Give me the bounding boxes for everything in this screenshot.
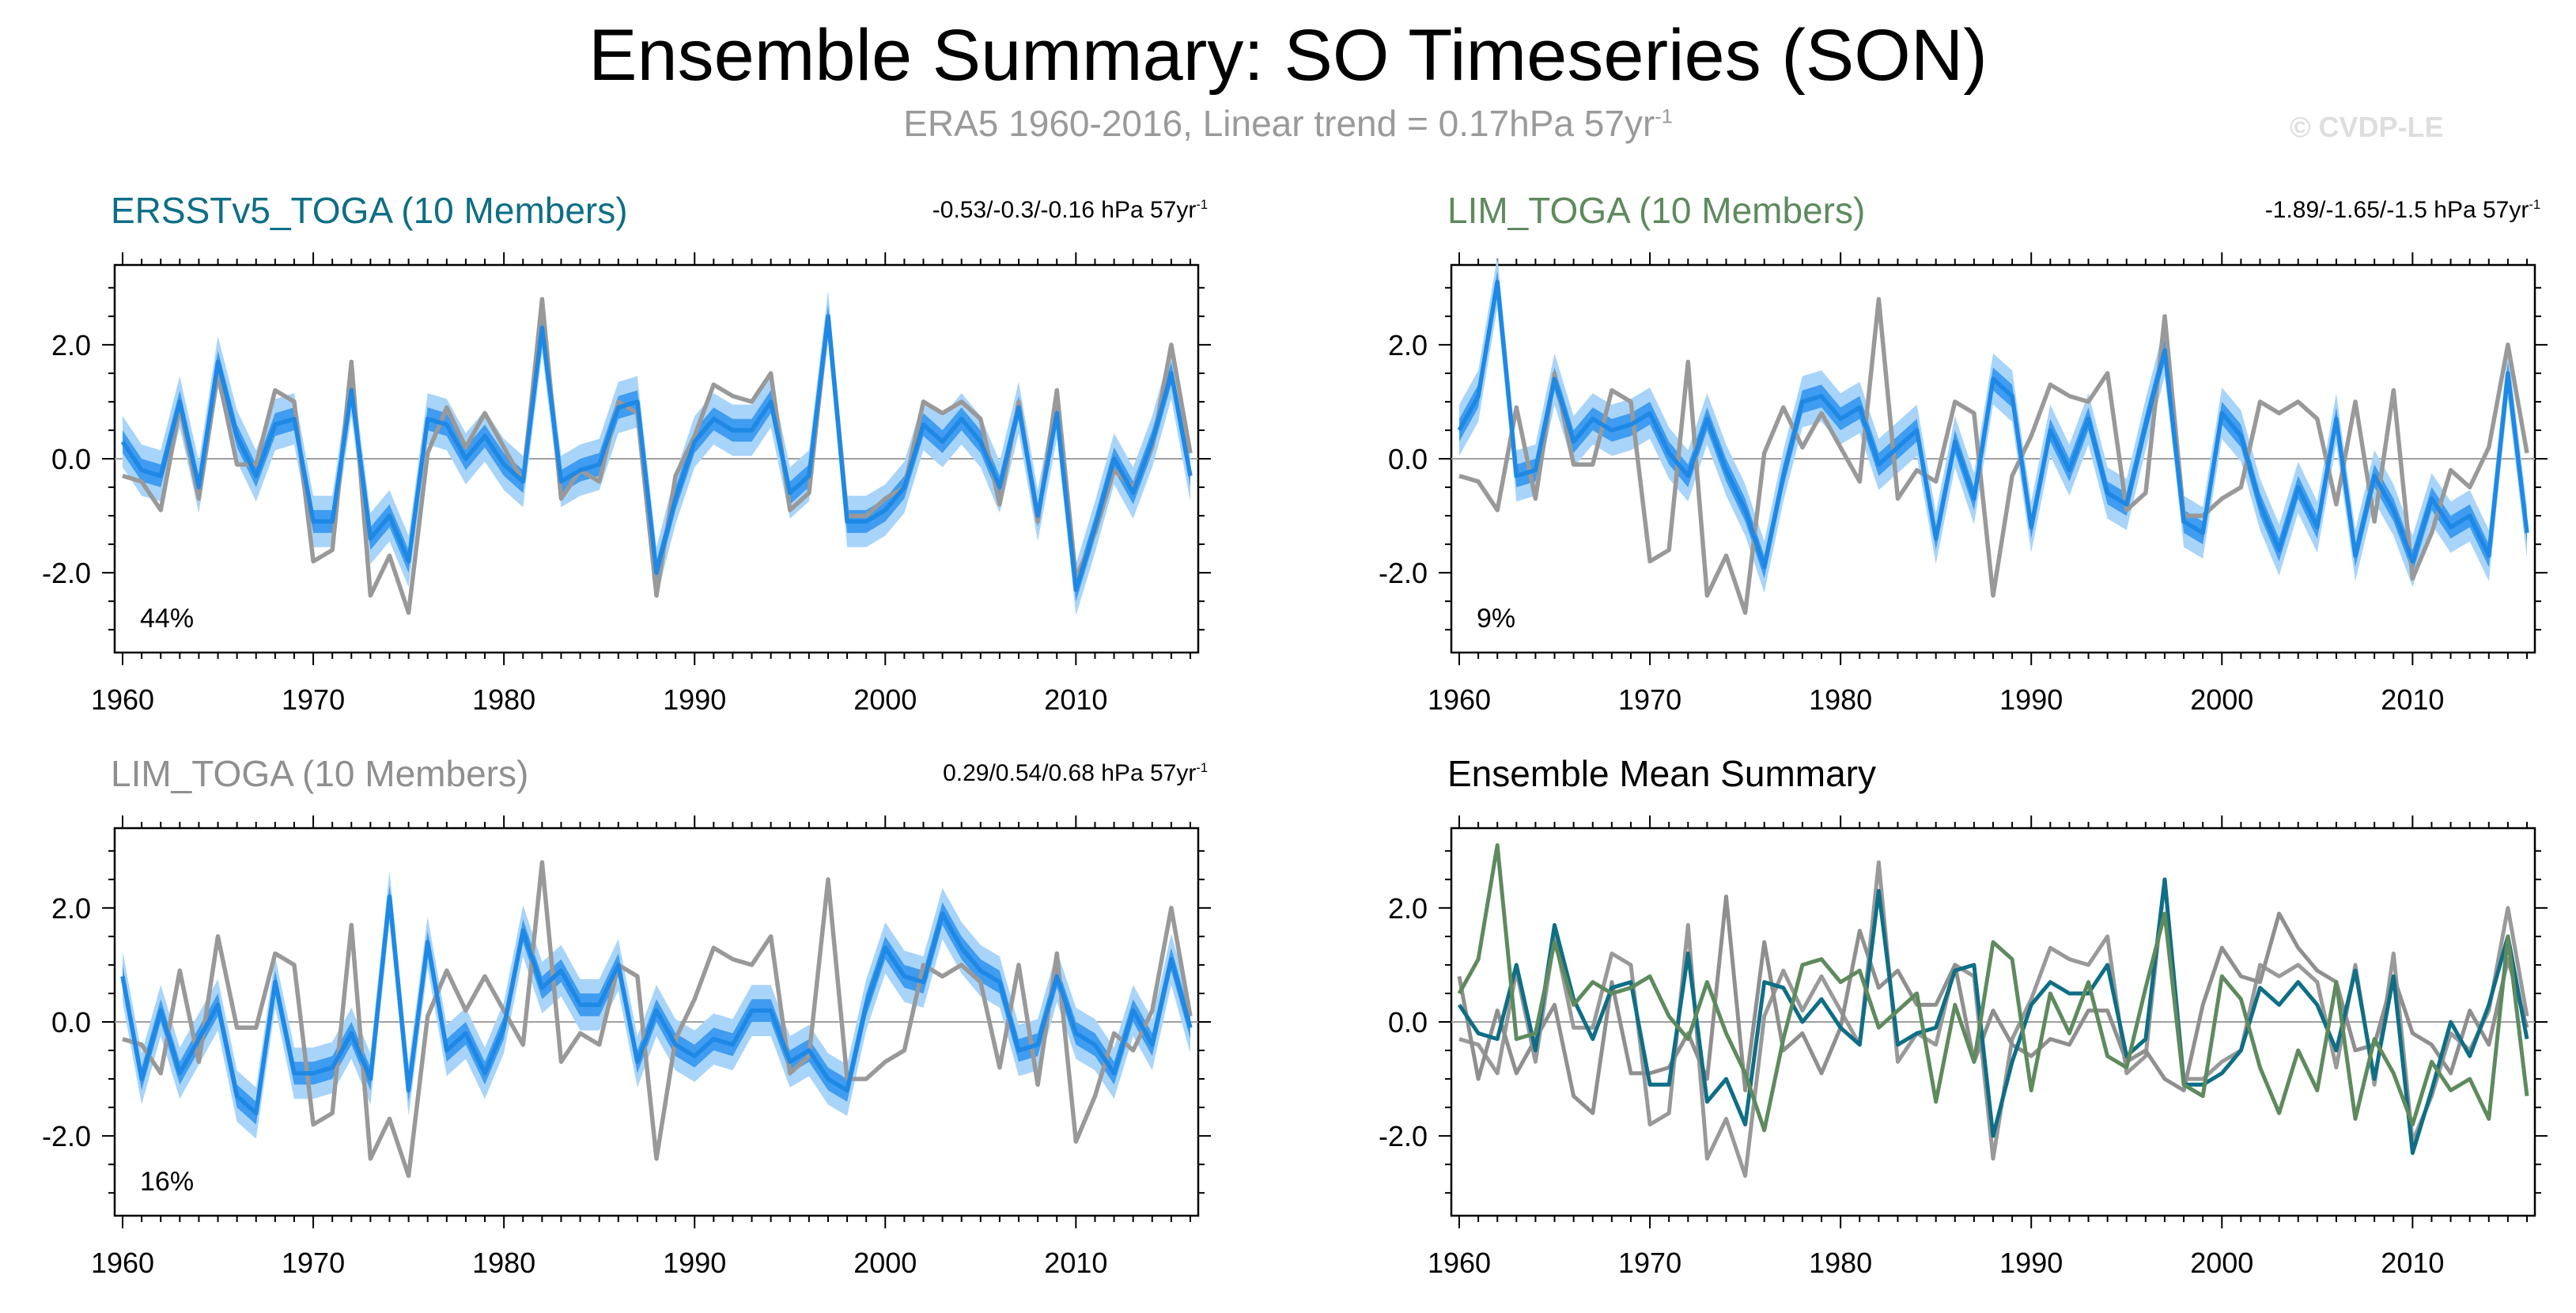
panel-1-percent-label: 44% [140, 604, 194, 634]
panel-1-xtick-label: 1970 [282, 683, 345, 716]
panel-2-ytick-label: 0.0 [1388, 443, 1428, 475]
panel-1-title: ERSSTv5_TOGA (10 Members) [111, 190, 628, 231]
panel-2-trend: -1.89/-1.65/-1.5 hPa 57yr-1 [2265, 195, 2540, 226]
panel-3-xtick-label: 1980 [472, 1247, 535, 1279]
panel-1-spread-inner [123, 305, 1190, 602]
subtitle-text: ERA5 1960-2016, Linear trend = 0.17hPa 5… [903, 103, 1655, 144]
panel-3-ytick-label: 0.0 [51, 1006, 91, 1039]
panel-1-ytick-label: -2.0 [42, 557, 91, 589]
panel-1-trend-exponent: -1 [1196, 198, 1208, 212]
panel-2-ytick-label: -2.0 [1379, 557, 1428, 589]
panel-1-xtick-label: 1960 [91, 683, 154, 716]
panel-1-xtick-label: 1980 [472, 683, 535, 716]
panel-4-series-line-4 [1457, 843, 2529, 1133]
panel-2-percent-label: 9% [1477, 604, 1515, 634]
panel-1-trend-text: -0.53/-0.3/-0.16 hPa 57yr [932, 197, 1197, 223]
panel-3-xtick-label: 1960 [91, 1247, 154, 1279]
panel-4-ytick-label: -2.0 [1379, 1120, 1428, 1152]
subtitle-exponent: -1 [1655, 105, 1673, 128]
panel-3-title: LIM_TOGA (10 Members) [111, 753, 529, 794]
panel-4-xtick-label: 1980 [1809, 1247, 1872, 1279]
panel-4-series-line-2 [1457, 895, 2529, 1115]
panel-2-title: LIM_TOGA (10 Members) [1447, 190, 1866, 231]
panel-1-trend: -0.53/-0.3/-0.16 hPa 57yr-1 [932, 195, 1208, 226]
panel-4-xtick-label: 2000 [2190, 1247, 2253, 1279]
panel-2-xtick-label: 1970 [1618, 683, 1681, 716]
panel-1-xtick-label: 1990 [663, 683, 726, 716]
panel-2-ytick-label: 2.0 [1388, 329, 1428, 361]
panel-4-xtick-label: 1990 [1999, 1247, 2063, 1279]
panel-1-xtick-label: 2000 [853, 683, 917, 716]
panel-2-xtick-label: 1960 [1428, 683, 1491, 716]
panel-1-ytick-label: 0.0 [51, 443, 91, 475]
figure-subtitle: ERA5 1960-2016, Linear trend = 0.17hPa 5… [0, 101, 2576, 146]
panel-3-xtick-label: 2010 [1044, 1247, 1107, 1279]
panel-2-xtick-label: 1990 [1999, 683, 2063, 716]
panel-3-xtick-label: 1970 [282, 1247, 345, 1279]
panel-3-trend-exponent: -1 [1196, 761, 1208, 775]
panel-1-ytick-label: 2.0 [51, 329, 91, 361]
panel-4-title: Ensemble Mean Summary [1447, 753, 1876, 794]
panel-4-xtick-label: 1970 [1618, 1247, 1681, 1279]
panel-4-xtick-label: 2010 [2381, 1247, 2444, 1279]
panel-2-trend-text: -1.89/-1.65/-1.5 hPa 57yr [2264, 197, 2529, 223]
panel-3-observed-line [122, 860, 1193, 1179]
panel-3-spread-inner [123, 885, 1190, 1125]
panel-3-ytick-label: -2.0 [42, 1120, 91, 1152]
panel-4-xtick-label: 1960 [1428, 1247, 1491, 1279]
panel-2-trend-exponent: -1 [2529, 198, 2540, 212]
panel-2-ensemble-mean-line [1457, 279, 2529, 569]
panel-3-xtick-label: 2000 [853, 1247, 917, 1279]
panel-3-trend: 0.29/0.54/0.68 hPa 57yr-1 [943, 758, 1208, 789]
panel-2-observed-line [1458, 297, 2529, 615]
credit-watermark: © CVDP-LE [2290, 111, 2444, 143]
panel-4-series-line-3 [1457, 877, 2529, 1156]
panel-4-ytick-label: 0.0 [1388, 1006, 1428, 1039]
panel-3-ensemble-mean-line [120, 894, 1193, 1116]
panel-1-ensemble-mean-line [120, 314, 1193, 592]
panel-3-plot: 1960 1970 1980 1990 2000 2010 2.0 0.0 -2.0 16% [42, 815, 1211, 1279]
panel-3-ytick-label: 2.0 [51, 892, 91, 925]
panel-2-xtick-label: 1980 [1809, 683, 1872, 716]
panel-3-xtick-label: 1990 [663, 1247, 726, 1279]
panel-1-plot: 1960 1970 1980 1990 2000 2010 2.0 0.0 -2.0 44% [42, 252, 1211, 716]
panel-2-xtick-label: 2010 [2381, 683, 2444, 716]
panel-2-xtick-label: 2000 [2190, 683, 2253, 716]
panel-1-spread-outer [123, 290, 1190, 616]
panel-4-plot: 1960 1970 1980 1990 2000 2010 2.0 0.0 -2.0 [1379, 815, 2548, 1279]
panel-4-ytick-label: 2.0 [1388, 892, 1428, 925]
panel-1-xtick-label: 2010 [1044, 683, 1107, 716]
figure-title: Ensemble Summary: SO Timeseries (SON) [588, 15, 1988, 96]
panel-2-plot: 1960 1970 1980 1990 2000 2010 2.0 0.0 -2.0 9% [1379, 252, 2548, 716]
panel-3-trend-text: 0.29/0.54/0.68 hPa 57yr [943, 760, 1197, 786]
panel-3-percent-label: 16% [140, 1167, 194, 1197]
